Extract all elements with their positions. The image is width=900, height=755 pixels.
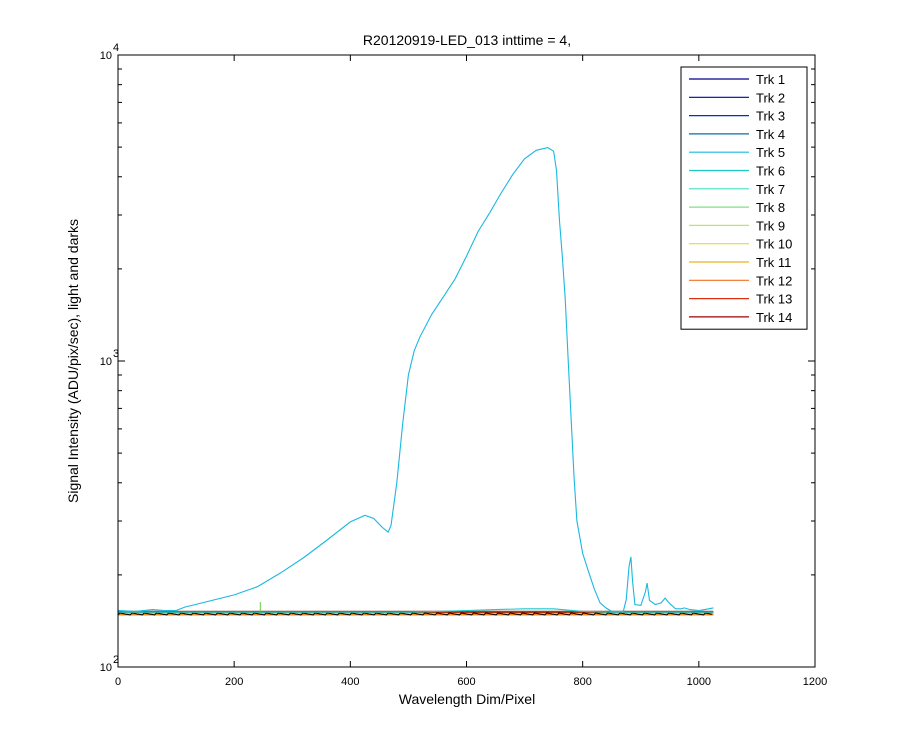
series-line-trk-5 — [118, 147, 714, 612]
x-tick-label: 0 — [115, 676, 121, 688]
x-tick-label: 600 — [457, 676, 475, 688]
x-tick-label: 400 — [341, 676, 359, 688]
legend-entry-label: Trk 3 — [756, 109, 785, 124]
x-tick-label: 1200 — [803, 676, 827, 688]
series-layer — [118, 147, 714, 616]
legend-entry-label: Trk 12 — [756, 273, 792, 288]
legend-entry-label: Trk 4 — [756, 127, 785, 142]
y-tick-label: 104 — [100, 42, 119, 62]
y-tick-exponent: 2 — [113, 654, 119, 666]
legend-entry-label: Trk 11 — [756, 255, 791, 270]
legend-entry-label: Trk 14 — [756, 310, 792, 325]
legend: Trk 1 Trk 2 Trk 3 Trk 4 Trk 5 Trk 6 Trk 7 Trk 8… — [680, 66, 808, 330]
y-tick-exponent: 4 — [113, 42, 119, 54]
chart-title: R20120919-LED_013 inttime = 4, — [363, 32, 571, 48]
x-tick-label: 800 — [573, 676, 591, 688]
x-tick-label: 200 — [225, 676, 243, 688]
x-tick-label: 1000 — [687, 676, 711, 688]
legend-entry-label: Trk 9 — [756, 218, 785, 233]
x-axis-title: Wavelength Dim/Pixel — [399, 691, 535, 707]
legend-entry-label: Trk 5 — [756, 145, 785, 160]
y-tick-base: 10 — [100, 50, 112, 62]
y-axis-title: Signal Intensity (ADU/pix/sec), light an… — [65, 219, 81, 503]
legend-box — [680, 66, 808, 330]
legend-entry-label: Trk 7 — [756, 182, 785, 197]
legend-entry-label: Trk 1 — [756, 72, 785, 87]
dark-frame-line — [118, 612, 713, 616]
legend-entry-label: Trk 2 — [756, 90, 785, 105]
legend-entry-label: Trk 6 — [756, 164, 785, 179]
y-tick-exponent: 3 — [113, 348, 119, 360]
legend-entry-label: Trk 13 — [756, 292, 792, 307]
series-line-trk-6 — [118, 608, 714, 613]
y-tick-label: 102 — [100, 654, 119, 674]
legend-entry-label: Trk 8 — [756, 200, 785, 215]
legend-entry-label: Trk 10 — [756, 237, 792, 252]
y-tick-base: 10 — [100, 356, 112, 368]
y-tick-base: 10 — [100, 662, 112, 674]
y-tick-label: 103 — [100, 348, 119, 368]
